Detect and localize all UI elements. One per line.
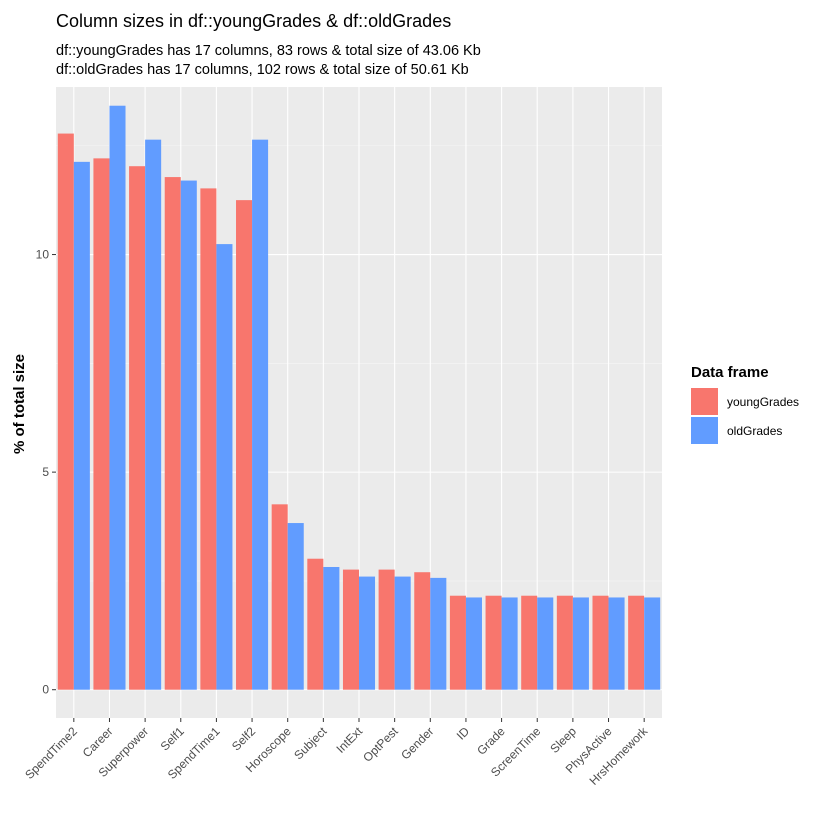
- bar-youngGrades-Self1: [164, 177, 181, 690]
- bar-youngGrades-Career: [93, 158, 110, 690]
- x-tick-label: IntExt: [334, 724, 366, 756]
- chart-subtitle-line-2: df::oldGrades has 17 columns, 102 rows &…: [56, 62, 469, 78]
- x-tick-label: Grade: [474, 724, 508, 758]
- x-tick-label: Self2: [229, 724, 258, 753]
- legend-key-oldGrades: [691, 417, 718, 444]
- bar-youngGrades-SpendTime2: [57, 133, 74, 690]
- x-tick-label: Gender: [398, 724, 436, 762]
- bar-youngGrades-Horoscope: [271, 504, 288, 690]
- bar-oldGrades-Horoscope: [287, 523, 304, 690]
- bar-youngGrades-Superpower: [129, 166, 146, 690]
- bar-oldGrades-SpendTime1: [216, 244, 233, 690]
- bar-youngGrades-Subject: [307, 558, 324, 690]
- bar-youngGrades-SpendTime1: [200, 188, 217, 690]
- bar-youngGrades-HrsHomework: [628, 595, 645, 690]
- bar-youngGrades-ScreenTime: [521, 595, 538, 690]
- y-tick-label: 10: [36, 248, 50, 262]
- bar-oldGrades-Career: [109, 105, 126, 690]
- y-tick-label: 0: [42, 683, 49, 697]
- bar-oldGrades-SpendTime2: [73, 161, 90, 690]
- bar-oldGrades-Sleep: [572, 597, 589, 690]
- bar-youngGrades-IntExt: [342, 569, 359, 690]
- bar-youngGrades-Sleep: [556, 595, 573, 690]
- bar-oldGrades-ID: [465, 597, 482, 690]
- x-tick-label: Self1: [158, 724, 187, 753]
- bar-oldGrades-Self2: [252, 139, 269, 690]
- x-tick-label: OptPest: [360, 724, 401, 765]
- x-tick-label: ID: [454, 724, 473, 743]
- bar-youngGrades-Grade: [485, 595, 502, 690]
- plot-panel: [56, 87, 662, 718]
- bar-youngGrades-OptPest: [378, 569, 395, 690]
- bar-oldGrades-IntExt: [359, 576, 376, 690]
- x-tick-label: SpendTime2: [22, 724, 80, 782]
- legend: Data frame youngGrades oldGrades: [691, 364, 799, 444]
- bar-oldGrades-Grade: [501, 597, 518, 690]
- bar-youngGrades-ID: [449, 595, 466, 690]
- bar-oldGrades-OptPest: [394, 576, 411, 690]
- bar-oldGrades-Superpower: [145, 139, 162, 690]
- legend-title: Data frame: [691, 364, 769, 381]
- bar-youngGrades-Self2: [236, 200, 253, 690]
- y-tick-label: 5: [42, 465, 49, 479]
- bar-oldGrades-ScreenTime: [537, 597, 554, 690]
- chart-title: Column sizes in df::youngGrades & df::ol…: [56, 11, 451, 31]
- y-axis: 0 5 10: [36, 248, 56, 697]
- legend-label-youngGrades: youngGrades: [727, 395, 799, 409]
- bar-oldGrades-Subject: [323, 566, 340, 690]
- bar-oldGrades-PhysActive: [608, 597, 625, 690]
- bar-youngGrades-Gender: [414, 572, 431, 690]
- bar-oldGrades-HrsHomework: [644, 597, 661, 690]
- legend-label-oldGrades: oldGrades: [727, 424, 782, 438]
- bar-youngGrades-PhysActive: [592, 595, 609, 690]
- legend-key-youngGrades: [691, 388, 718, 415]
- chart-subtitle-line-1: df::youngGrades has 17 columns, 83 rows …: [56, 43, 481, 59]
- bar-oldGrades-Gender: [430, 577, 447, 690]
- x-tick-label: Subject: [291, 724, 330, 763]
- x-tick-label: Sleep: [547, 724, 579, 756]
- bar-oldGrades-Self1: [180, 180, 197, 690]
- y-axis-title: % of total size: [11, 354, 28, 454]
